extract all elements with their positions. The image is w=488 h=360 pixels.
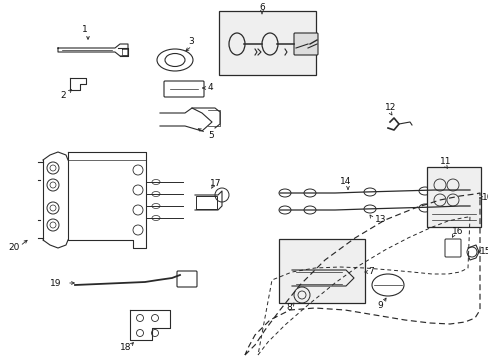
Text: 16: 16	[451, 228, 463, 237]
Text: 9: 9	[376, 301, 382, 310]
Text: 12: 12	[384, 104, 396, 112]
Text: 7: 7	[367, 267, 373, 276]
Text: 10: 10	[481, 194, 488, 202]
Text: 5: 5	[207, 130, 213, 139]
Text: 17: 17	[209, 179, 221, 188]
Text: 11: 11	[439, 158, 450, 166]
Text: 14: 14	[339, 177, 351, 186]
Text: 4: 4	[207, 84, 213, 93]
Text: 8: 8	[285, 303, 291, 312]
Text: 15: 15	[479, 248, 488, 256]
Text: 20: 20	[8, 243, 20, 252]
Text: 18: 18	[120, 343, 131, 352]
FancyBboxPatch shape	[219, 11, 315, 75]
Text: 1: 1	[82, 24, 87, 33]
FancyBboxPatch shape	[293, 33, 317, 55]
Text: 19: 19	[50, 279, 61, 288]
Text: 3: 3	[187, 37, 193, 46]
Text: 13: 13	[374, 216, 386, 225]
FancyBboxPatch shape	[426, 167, 480, 227]
Text: 2: 2	[60, 91, 65, 100]
FancyBboxPatch shape	[279, 239, 364, 303]
Text: 6: 6	[259, 4, 264, 13]
